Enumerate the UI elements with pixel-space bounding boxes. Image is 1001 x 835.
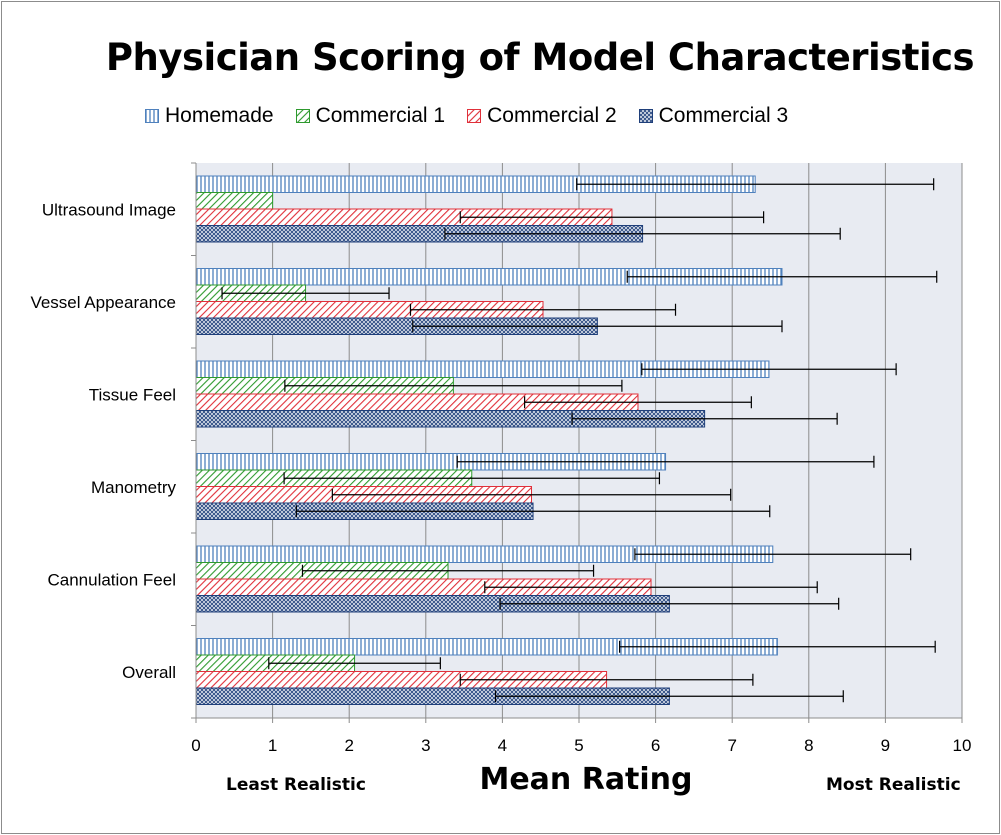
x-tick-label-1: 1: [268, 736, 277, 755]
category-label-tissue-feel: Tissue Feel: [89, 385, 176, 404]
category-label-overall: Overall: [122, 663, 176, 682]
legend-swatch-commercial-1: [295, 109, 310, 123]
category-label-manometry: Manometry: [91, 478, 177, 497]
least-realistic-label: Least Realistic: [226, 775, 366, 795]
legend-item-commercial-2: Commercial 2: [467, 104, 617, 128]
gridlines: [272, 163, 963, 718]
category-label-vessel-appearance: Vessel Appearance: [30, 293, 176, 312]
x-tick-label-10: 10: [953, 736, 972, 755]
legend: Homemade Commercial 1 Commercial 2 Comme…: [145, 102, 810, 130]
legend-label-commercial-1: Commercial 1: [315, 104, 446, 127]
legend-swatch-commercial-3: [638, 109, 653, 123]
bar-commercial-1-ultrasound-image: [195, 192, 274, 210]
x-tick-label-4: 4: [498, 736, 507, 755]
axes: Ultrasound Image Vessel Appearance Tissue …: [30, 162, 972, 755]
x-tick-label-6: 6: [651, 736, 660, 755]
bars: [195, 175, 783, 705]
category-label-cannulation-feel: Cannulation Feel: [47, 570, 176, 589]
x-tick-label-5: 5: [574, 736, 583, 755]
legend-label-homemade: Homemade: [165, 104, 274, 127]
legend-swatch-commercial-2: [467, 109, 482, 123]
legend-item-homemade: Homemade: [145, 104, 274, 128]
most-realistic-label: Most Realistic: [826, 775, 961, 795]
x-tick-label-9: 9: [881, 736, 890, 755]
legend-label-commercial-2: Commercial 2: [487, 104, 617, 127]
x-tick-label-0: 0: [191, 736, 200, 755]
x-axis-label: Mean Rating: [479, 762, 693, 797]
legend-label-commercial-3: Commercial 3: [658, 104, 789, 127]
error-bars: [221, 178, 938, 703]
legend-item-commercial-3: Commercial 3: [638, 104, 789, 128]
legend-item-commercial-1: Commercial 1: [295, 104, 446, 128]
chart-title: Physician Scoring of Model Characteristi…: [105, 36, 975, 79]
x-tick-label-3: 3: [421, 736, 430, 755]
category-label-ultrasound-image: Ultrasound Image: [42, 200, 176, 219]
x-tick-label-2: 2: [344, 736, 353, 755]
x-tick-label-8: 8: [804, 736, 813, 755]
x-tick-label-7: 7: [727, 736, 736, 755]
legend-swatch-homemade: [145, 109, 159, 123]
